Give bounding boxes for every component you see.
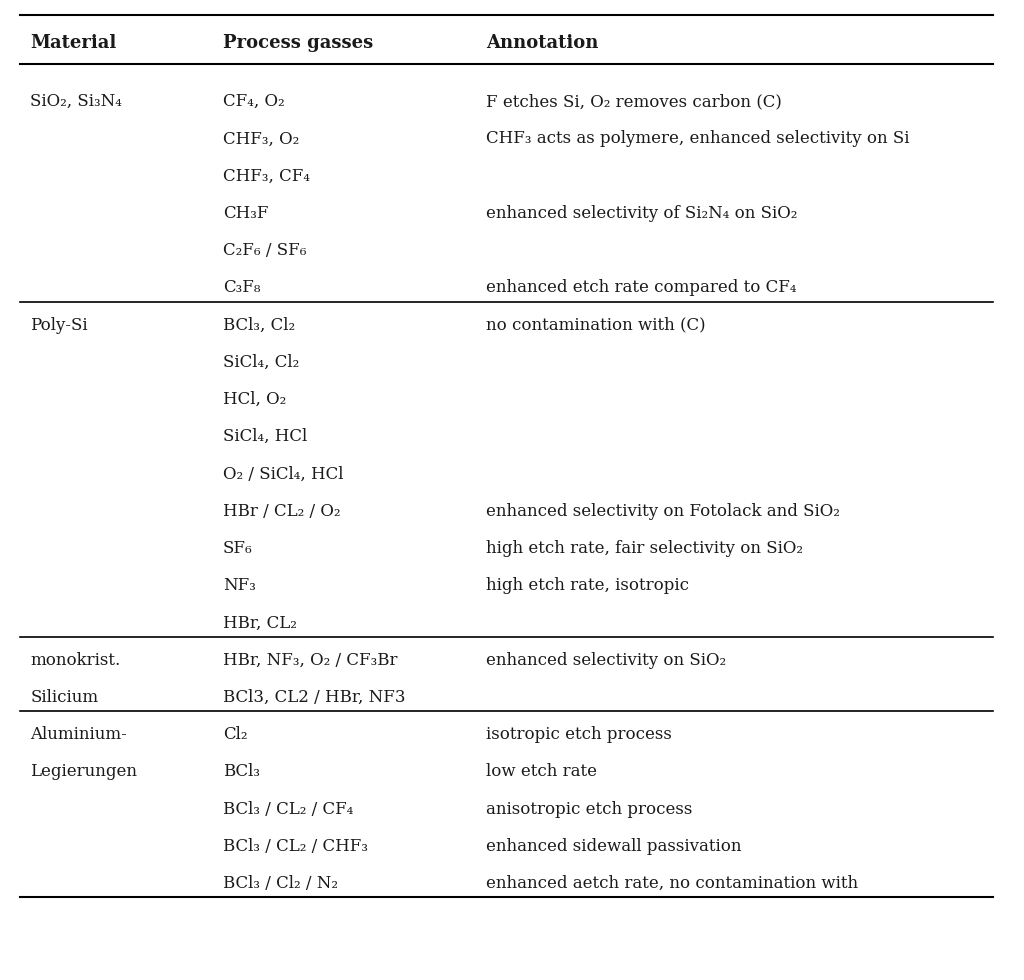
Text: SiCl₄, HCl: SiCl₄, HCl — [223, 428, 307, 445]
Text: C₃F₈: C₃F₈ — [223, 279, 260, 296]
Text: BCl₃ / Cl₂ / N₂: BCl₃ / Cl₂ / N₂ — [223, 875, 338, 892]
Text: high etch rate, fair selectivity on SiO₂: high etch rate, fair selectivity on SiO₂ — [486, 540, 803, 557]
Text: CHF₃, CF₄: CHF₃, CF₄ — [223, 168, 310, 184]
Text: SiCl₄, Cl₂: SiCl₄, Cl₂ — [223, 354, 299, 370]
Text: Legierungen: Legierungen — [31, 763, 137, 780]
Text: Silicium: Silicium — [31, 689, 98, 706]
Text: CHF₃, O₂: CHF₃, O₂ — [223, 130, 299, 147]
Text: SF₆: SF₆ — [223, 540, 253, 557]
Text: CF₄, O₂: CF₄, O₂ — [223, 93, 285, 110]
Text: HBr, NF₃, O₂ / CF₃Br: HBr, NF₃, O₂ / CF₃Br — [223, 652, 397, 668]
Text: Poly-Si: Poly-Si — [31, 317, 88, 333]
Text: BCl₃: BCl₃ — [223, 763, 260, 780]
Text: enhanced aetch rate, no contamination with: enhanced aetch rate, no contamination wi… — [486, 875, 858, 892]
Text: CHF₃ acts as polymere, enhanced selectivity on Si: CHF₃ acts as polymere, enhanced selectiv… — [486, 130, 909, 147]
Text: enhanced selectivity on Fotolack and SiO₂: enhanced selectivity on Fotolack and SiO… — [486, 503, 841, 519]
Text: C₂F₆ / SF₆: C₂F₆ / SF₆ — [223, 242, 306, 259]
Text: enhanced selectivity on SiO₂: enhanced selectivity on SiO₂ — [486, 652, 726, 668]
Text: HCl, O₂: HCl, O₂ — [223, 391, 286, 408]
Text: Cl₂: Cl₂ — [223, 726, 248, 743]
Text: enhanced etch rate compared to CF₄: enhanced etch rate compared to CF₄ — [486, 279, 797, 296]
Text: no contamination with (C): no contamination with (C) — [486, 317, 706, 333]
Text: BCl₃ / CL₂ / CHF₃: BCl₃ / CL₂ / CHF₃ — [223, 838, 368, 855]
Text: Process gasses: Process gasses — [223, 34, 373, 52]
Text: BCl₃ / CL₂ / CF₄: BCl₃ / CL₂ / CF₄ — [223, 801, 353, 817]
Text: isotropic etch process: isotropic etch process — [486, 726, 672, 743]
Text: NF₃: NF₃ — [223, 577, 256, 594]
Text: low etch rate: low etch rate — [486, 763, 597, 780]
Text: monokrist.: monokrist. — [31, 652, 121, 668]
Text: Material: Material — [31, 34, 117, 52]
Text: F etches Si, O₂ removes carbon (C): F etches Si, O₂ removes carbon (C) — [486, 93, 782, 110]
Text: HBr / CL₂ / O₂: HBr / CL₂ / O₂ — [223, 503, 340, 519]
Text: CH₃F: CH₃F — [223, 205, 268, 221]
Text: BCl3, CL2 / HBr, NF3: BCl3, CL2 / HBr, NF3 — [223, 689, 406, 706]
Text: SiO₂, Si₃N₄: SiO₂, Si₃N₄ — [31, 93, 122, 110]
Text: HBr, CL₂: HBr, CL₂ — [223, 614, 297, 631]
Text: O₂ / SiCl₄, HCl: O₂ / SiCl₄, HCl — [223, 466, 343, 482]
Text: Annotation: Annotation — [486, 34, 599, 52]
Text: BCl₃, Cl₂: BCl₃, Cl₂ — [223, 317, 295, 333]
Text: enhanced selectivity of Si₂N₄ on SiO₂: enhanced selectivity of Si₂N₄ on SiO₂ — [486, 205, 798, 221]
Text: Aluminium-: Aluminium- — [31, 726, 127, 743]
Text: anisotropic etch process: anisotropic etch process — [486, 801, 692, 817]
Text: enhanced sidewall passivation: enhanced sidewall passivation — [486, 838, 741, 855]
Text: high etch rate, isotropic: high etch rate, isotropic — [486, 577, 689, 594]
